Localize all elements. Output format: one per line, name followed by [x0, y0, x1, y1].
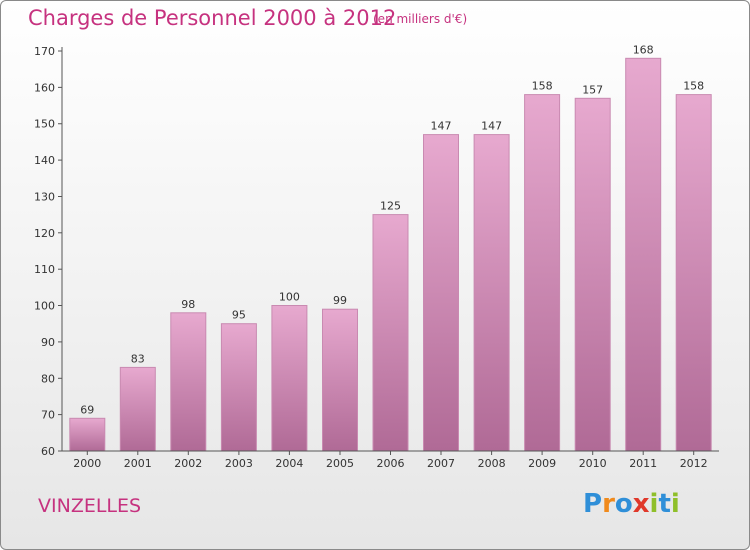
x-tick-label-2012: 2012 — [680, 457, 708, 470]
value-label-2001: 83 — [131, 352, 145, 365]
y-tick-label-60: 60 — [41, 445, 55, 458]
value-label-2002: 98 — [181, 298, 195, 311]
x-tick-label-2003: 2003 — [225, 457, 253, 470]
logo-letter: x — [632, 489, 650, 519]
y-tick-label-130: 130 — [34, 191, 55, 204]
y-tick-label-90: 90 — [41, 336, 55, 349]
x-tick-label-2000: 2000 — [73, 457, 101, 470]
logo-letter: t — [658, 489, 671, 519]
bar-2012 — [675, 94, 712, 452]
bar-2005 — [322, 308, 358, 452]
x-tick-label-2004: 2004 — [275, 457, 303, 470]
logo-letter: i — [649, 489, 659, 519]
bar-2000 — [69, 417, 106, 452]
axes-group: 2000 2001 2002 2003 2004 2005 2006 2007 2008 2009… — [34, 45, 719, 470]
x-tick-label-2005: 2005 — [326, 457, 354, 470]
y-tick-label-140: 140 — [34, 154, 55, 167]
x-tick-label-2007: 2007 — [427, 457, 455, 470]
value-label-2000: 69 — [80, 403, 94, 416]
value-label-2006: 125 — [380, 200, 401, 213]
value-label-2011: 168 — [633, 43, 654, 56]
value-label-2010: 157 — [582, 83, 603, 96]
y-tick-label-70: 70 — [41, 409, 55, 422]
chart-title: Charges de Personnel 2000 à 2012 — [28, 6, 397, 30]
bars-group: 69 83 98 95 100 99 125 147 147 158 157 168 158 — [69, 43, 712, 452]
chart-unit-note: (en milliers d'€) — [373, 12, 468, 26]
logo-letter: r — [602, 489, 615, 519]
value-label-2009: 158 — [532, 80, 553, 93]
commune-name: VINZELLES — [38, 495, 142, 517]
bar-2011 — [625, 57, 662, 452]
x-tick-label-2008: 2008 — [478, 457, 506, 470]
bar-2001 — [119, 366, 156, 452]
y-tick-label-100: 100 — [34, 300, 55, 313]
value-label-2003: 95 — [232, 309, 246, 322]
bar-2006 — [372, 214, 409, 452]
bar-2004 — [271, 305, 308, 452]
value-label-2012: 158 — [683, 80, 704, 93]
bar-2008 — [473, 134, 510, 452]
x-tick-label-2011: 2011 — [629, 457, 657, 470]
bar-2003 — [220, 323, 257, 452]
value-label-2005: 99 — [333, 294, 347, 307]
x-tick-label-2006: 2006 — [377, 457, 405, 470]
y-tick-label-160: 160 — [34, 81, 55, 94]
y-tick-label-120: 120 — [34, 227, 55, 240]
logo-letter: i — [670, 489, 680, 519]
x-tick-label-2002: 2002 — [174, 457, 202, 470]
y-tick-label-110: 110 — [34, 263, 55, 276]
logo-letter: P — [583, 489, 603, 519]
y-tick-label-80: 80 — [41, 372, 55, 385]
value-label-2008: 147 — [481, 120, 502, 133]
value-label-2007: 147 — [431, 120, 452, 133]
proxiti-logo[interactable]: Proxiti — [583, 489, 680, 519]
logo-letter: o — [614, 489, 633, 519]
value-label-2004: 100 — [279, 291, 300, 304]
x-tick-label-2001: 2001 — [124, 457, 152, 470]
x-tick-label-2010: 2010 — [579, 457, 607, 470]
bar-2010 — [574, 97, 611, 452]
bar-2009 — [524, 94, 561, 452]
bar-2002 — [170, 312, 207, 452]
y-tick-label-170: 170 — [34, 45, 55, 58]
bar-2007 — [423, 134, 459, 452]
y-tick-label-150: 150 — [34, 118, 55, 131]
x-tick-label-2009: 2009 — [528, 457, 556, 470]
